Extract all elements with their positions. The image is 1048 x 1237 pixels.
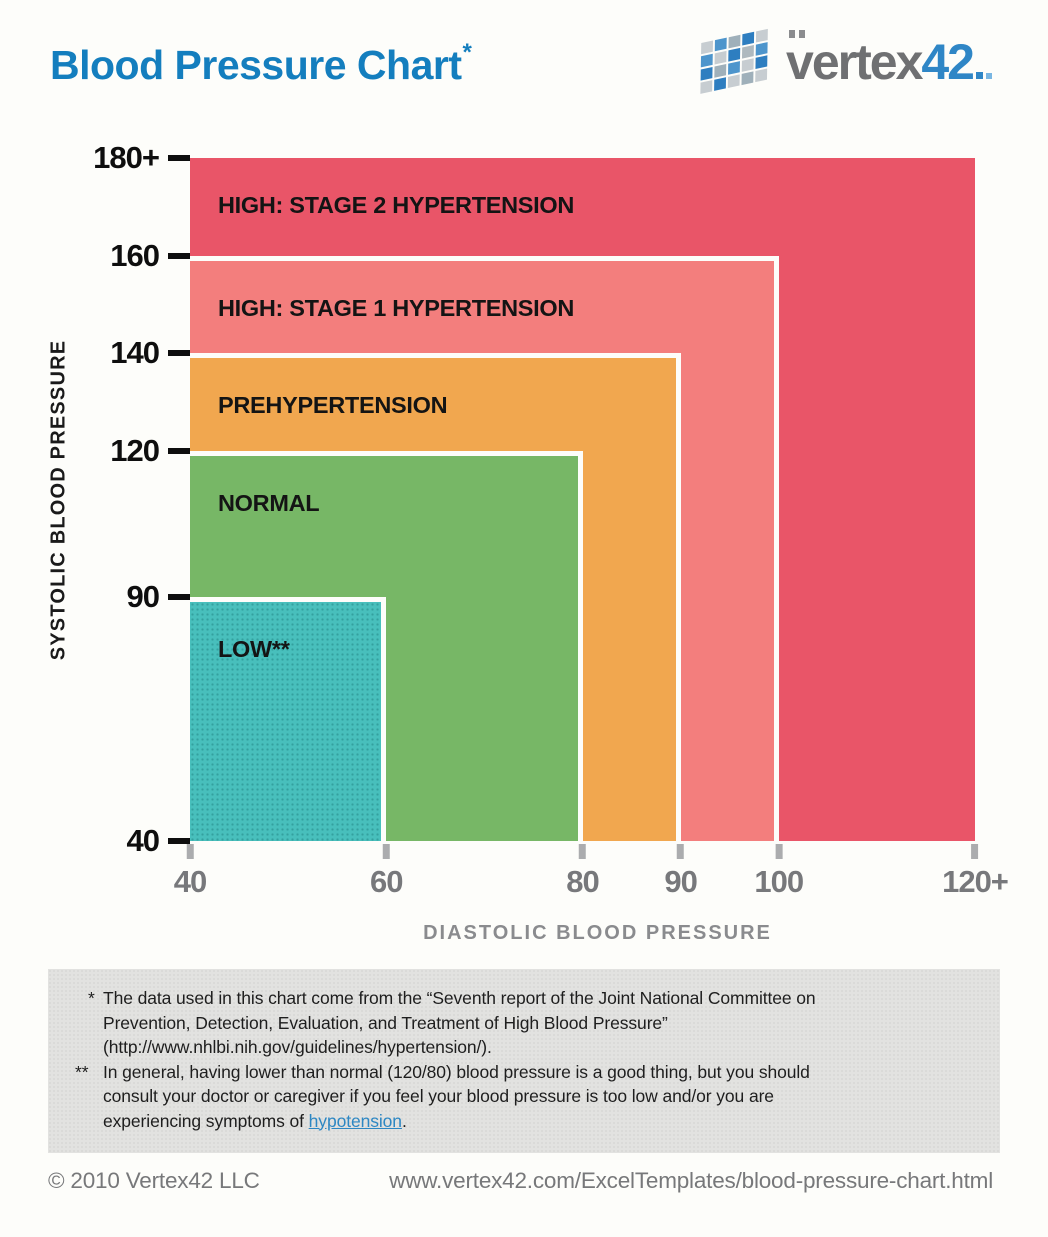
logo-text-accent: 42	[921, 34, 975, 90]
mosaic-tile-icon	[755, 28, 768, 43]
footnote-line: Prevention, Detection, Evaluation, and T…	[103, 1012, 668, 1033]
footer-url: www.vertex42.com/ExcelTemplates/blood-pr…	[389, 1168, 993, 1193]
x-tick-mark-icon	[775, 844, 783, 859]
mosaic-tile-icon	[755, 42, 768, 56]
logo-trailing-dots-icon	[976, 72, 992, 79]
x-tick-120: 120+	[942, 844, 1009, 900]
logo-mosaic-icon	[700, 28, 772, 102]
mosaic-tile-icon	[714, 50, 727, 65]
footnote-line: (http://www.nhlbi.nih.gov/guidelines/hyp…	[103, 1037, 492, 1057]
logo-umlaut-dots-icon	[789, 30, 806, 38]
page-title-text: Blood Pressure Chart	[50, 42, 462, 88]
x-tick-mark-icon	[971, 844, 979, 859]
mosaic-tile-icon	[728, 47, 741, 62]
x-tick-60: 60	[370, 844, 404, 900]
x-tick-label-120: 120+	[942, 864, 1009, 899]
y-tick-label-180: 180+	[93, 140, 160, 175]
copyright: © 2010 Vertex42 LLC	[48, 1168, 260, 1193]
y-tick-label-140: 140	[110, 335, 160, 371]
y-axis: 40 90 120 140 160 180+	[0, 140, 190, 858]
x-tick-90: 90	[664, 844, 698, 900]
logo-text-main: vertex	[786, 34, 923, 90]
region-label-low: LOW**	[218, 636, 290, 663]
plot-area: HIGH: STAGE 2 HYPERTENSION HIGH: STAGE 1 …	[190, 158, 975, 841]
footnote-line: The data used in this chart come from th…	[103, 988, 816, 1008]
mosaic-tile-icon	[700, 80, 713, 94]
y-tick-label-160: 160	[110, 237, 160, 273]
x-axis: 40 60 80 90 100 120+	[174, 841, 1009, 911]
x-tick-mark-icon	[578, 844, 586, 859]
mosaic-tile-icon	[700, 66, 713, 81]
y-tick-label-120: 120	[110, 432, 160, 468]
y-tick-mark-icon	[168, 252, 190, 259]
x-tick-80: 80	[566, 844, 600, 900]
footnote-line: experiencing symptoms of hypotension.	[103, 1110, 407, 1131]
y-tick-label-90: 90	[126, 579, 160, 615]
region-label-stage2-hypertension: HIGH: STAGE 2 HYPERTENSION	[218, 192, 575, 218]
mosaic-tile-icon	[741, 45, 754, 59]
mosaic-tile-icon	[728, 61, 741, 75]
mosaic-tile-icon	[714, 77, 727, 91]
y-tick-40: 40	[127, 823, 190, 859]
footnote-note2: ** In general, having lower than normal (…	[48, 1060, 1000, 1134]
y-tick-180: 180+	[93, 140, 190, 176]
x-tick-mark-icon	[677, 844, 685, 859]
x-tick-40: 40	[173, 844, 207, 900]
y-tick-mark-icon	[168, 350, 190, 357]
title-asterisk: *	[462, 39, 472, 67]
x-tick-label-80: 80	[566, 864, 599, 899]
page-title: Blood Pressure Chart*	[50, 39, 472, 89]
y-tick-140: 140	[110, 335, 190, 371]
x-tick-label-60: 60	[370, 864, 403, 899]
y-tick-90: 90	[127, 579, 190, 615]
mosaic-tile-icon	[755, 68, 768, 83]
footnote-marker: *	[88, 988, 95, 1008]
mosaic-tile-icon	[727, 74, 740, 88]
footnote-note1: * The data used in this chart come from t…	[48, 986, 1000, 1060]
x-tick-label-100: 100	[754, 864, 804, 899]
mosaic-tile-icon	[755, 55, 768, 69]
region-label-normal: NORMAL	[218, 489, 320, 516]
mosaic-tile-icon	[741, 58, 754, 72]
x-tick-100: 100	[754, 844, 804, 900]
y-tick-mark-icon	[168, 447, 190, 454]
mosaic-tile-icon	[714, 37, 727, 52]
mosaic-tile-icon	[742, 31, 755, 46]
region-low: LOW**	[190, 597, 387, 841]
y-tick-mark-icon	[168, 155, 190, 161]
y-tick-label-40: 40	[126, 823, 160, 858]
x-tick-mark-icon	[382, 844, 390, 859]
y-tick-mark-icon	[168, 594, 190, 601]
footnote-marker: **	[75, 1061, 89, 1082]
y-tick-mark-icon	[168, 838, 190, 844]
mosaic-tile-icon	[700, 53, 713, 68]
mosaic-tile-icon	[714, 64, 727, 78]
y-tick-120: 120	[110, 433, 190, 469]
footnotes-box: * The data used in this chart come from t…	[48, 969, 1000, 1153]
hypotension-link[interactable]: hypotension	[308, 1110, 402, 1131]
x-axis-title: DIASTOLIC BLOOD PRESSURE	[423, 922, 772, 944]
x-tick-label-90: 90	[664, 864, 697, 899]
y-tick-160: 160	[110, 238, 190, 274]
footnote-line: consult your doctor or caregiver if you …	[103, 1086, 774, 1106]
region-label-prehypertension: PREHYPERTENSION	[218, 392, 448, 419]
footer: © 2010 Vertex42 LLC www.vertex42.com/Exc…	[48, 1168, 993, 1194]
region-label-stage1-hypertension: HIGH: STAGE 1 HYPERTENSION	[218, 294, 575, 321]
vertex42-logo: vertex42	[700, 28, 992, 94]
mosaic-tile-icon	[728, 34, 741, 49]
mosaic-tile-icon	[741, 71, 754, 86]
logo-wordmark: vertex42	[786, 30, 992, 92]
x-tick-label-40: 40	[173, 864, 207, 899]
x-tick-mark-icon	[186, 844, 194, 859]
footnote-line: In general, having lower than normal (12…	[103, 1061, 810, 1082]
mosaic-tile-icon	[701, 40, 714, 55]
